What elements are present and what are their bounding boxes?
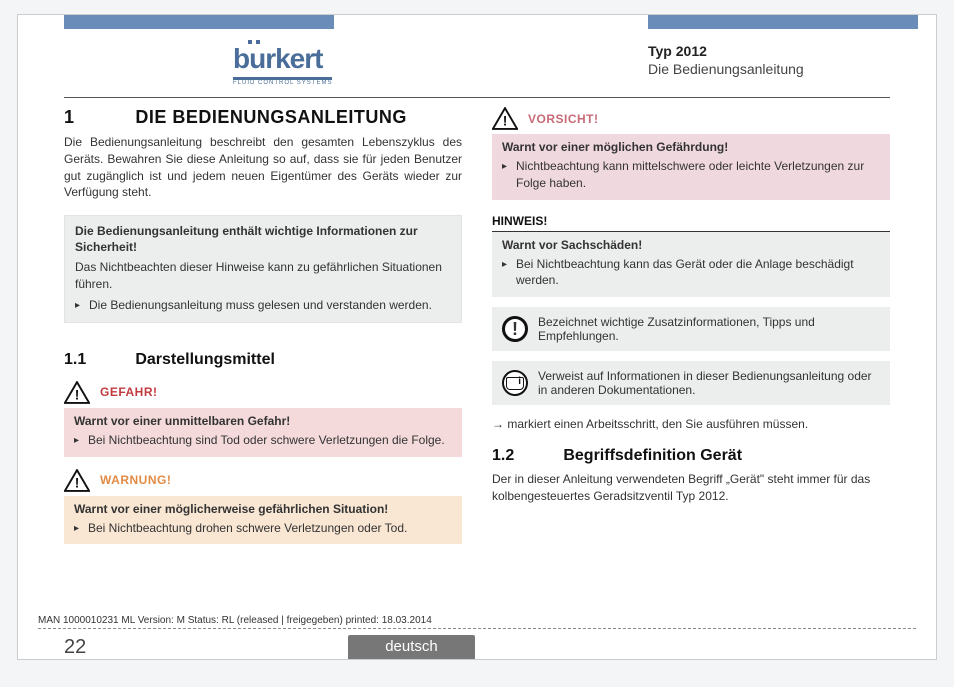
- logo-subtitle: FLUID CONTROL SYSTEMS: [233, 80, 332, 86]
- logo-brand-name: burkert: [233, 43, 332, 80]
- vorsicht-label: VORSICHT!: [528, 112, 599, 126]
- decorative-tab-right: [648, 15, 918, 29]
- gefahr-label: GEFAHR!: [100, 385, 158, 399]
- hinweis-heading: Warnt vor Sachschäden!: [502, 238, 880, 252]
- warnung-heading: Warnt vor einer möglicherweise gefährlic…: [74, 502, 452, 516]
- info-exclamation-icon: !: [502, 316, 528, 342]
- warnung-box: Warnt vor einer möglicherweise gefährlic…: [64, 496, 462, 545]
- header-right: Typ 2012 Die Bedienungsanleitung: [648, 43, 804, 77]
- page-number: 22: [64, 636, 86, 659]
- safety-info-box: Die Bedienungsanleitung enthält wichtige…: [64, 215, 462, 323]
- safety-box-heading: Die Bedienungsanleitung enthält wichtige…: [75, 224, 451, 255]
- safety-box-text: Das Nichtbeachten dieser Hinweise kann z…: [75, 259, 451, 293]
- page-footer: MAN 1000010231 ML Version: M Status: RL …: [18, 613, 936, 659]
- document-metadata: MAN 1000010231 ML Version: M Status: RL …: [18, 613, 936, 628]
- reference-text: Verweist auf Informationen in dieser Bed…: [538, 369, 880, 397]
- gefahr-heading: Warnt vor einer unmittelbaren Gefahr!: [74, 414, 452, 428]
- section-1-heading: 1 DIE BEDIENUNGSANLEITUNG: [64, 107, 462, 128]
- warning-triangle-icon: !: [492, 107, 518, 130]
- book-reference-icon: [502, 370, 528, 396]
- svg-text:!: !: [503, 112, 508, 128]
- hinweis-bullet: Bei Nichtbeachtung kann das Gerät oder d…: [502, 256, 880, 290]
- safety-box-bullet: Die Bedienungsanleitung muss gelesen und…: [75, 297, 451, 314]
- hinweis-box: Warnt vor Sachschäden! Bei Nichtbeachtun…: [492, 232, 890, 298]
- section-1-2-text: Der in dieser Anleitung verwendeten Begr…: [492, 471, 890, 505]
- vorsicht-box: Warnt vor einer möglichen Gefährdung! Ni…: [492, 134, 890, 200]
- section-number: 1: [64, 107, 132, 128]
- section-1-1-heading: 1.1 Darstellungsmittel: [64, 351, 462, 369]
- section-1-2-heading: 1.2 Begriffsdefinition Gerät: [492, 447, 890, 465]
- section-1-intro: Die Bedienungsanleitung beschreibt den g…: [64, 134, 462, 201]
- gefahr-box: Warnt vor einer unmittelbaren Gefahr! Be…: [64, 408, 462, 457]
- page-header: burkert FLUID CONTROL SYSTEMS Typ 2012 D…: [18, 43, 936, 93]
- reference-info-row: Verweist auf Informationen in dieser Bed…: [492, 361, 890, 405]
- tip-info-row: ! Bezeichnet wichtige Zusatzinformatione…: [492, 307, 890, 351]
- warnung-header: ! WARNUNG!: [64, 469, 462, 492]
- vorsicht-header: ! VORSICHT!: [492, 107, 890, 130]
- workflow-step-note: → markiert einen Arbeitsschritt, den Sie…: [492, 417, 890, 431]
- decorative-tab-left: [64, 15, 334, 29]
- subsection-title: Darstellungsmittel: [135, 351, 275, 368]
- warnung-bullet: Bei Nichtbeachtung drohen schwere Verlet…: [74, 520, 452, 537]
- brand-logo: burkert FLUID CONTROL SYSTEMS: [233, 43, 332, 86]
- section-name: Die Bedienungsanleitung: [648, 61, 804, 77]
- subsection-number: 1.2: [492, 447, 560, 465]
- svg-text:!: !: [75, 386, 80, 402]
- warning-triangle-icon: !: [64, 381, 90, 404]
- tip-text: Bezeichnet wichtige Zusatzinformationen,…: [538, 315, 880, 343]
- gefahr-header: ! GEFAHR!: [64, 381, 462, 404]
- left-column: 1 DIE BEDIENUNGSANLEITUNG Die Bedienungs…: [64, 107, 462, 605]
- manual-page: burkert FLUID CONTROL SYSTEMS Typ 2012 D…: [17, 14, 937, 660]
- hinweis-label: HINWEIS!: [492, 214, 890, 232]
- warnung-label: WARNUNG!: [100, 473, 171, 487]
- product-type: Typ 2012: [648, 43, 804, 59]
- warning-triangle-icon: !: [64, 469, 90, 492]
- content-area: 1 DIE BEDIENUNGSANLEITUNG Die Bedienungs…: [64, 107, 890, 605]
- vorsicht-heading: Warnt vor einer möglichen Gefährdung!: [502, 140, 880, 154]
- vorsicht-bullet: Nichtbeachtung kann mittelschwere oder l…: [502, 158, 880, 192]
- right-column: ! VORSICHT! Warnt vor einer möglichen Ge…: [492, 107, 890, 605]
- header-rule: [64, 97, 890, 98]
- subsection-title: Begriffsdefinition Gerät: [563, 447, 742, 464]
- section-title: DIE BEDIENUNGSANLEITUNG: [135, 107, 407, 127]
- gefahr-bullet: Bei Nichtbeachtung sind Tod oder schwere…: [74, 432, 452, 449]
- language-tab: deutsch: [348, 635, 475, 659]
- svg-text:!: !: [75, 474, 80, 490]
- subsection-number: 1.1: [64, 351, 132, 369]
